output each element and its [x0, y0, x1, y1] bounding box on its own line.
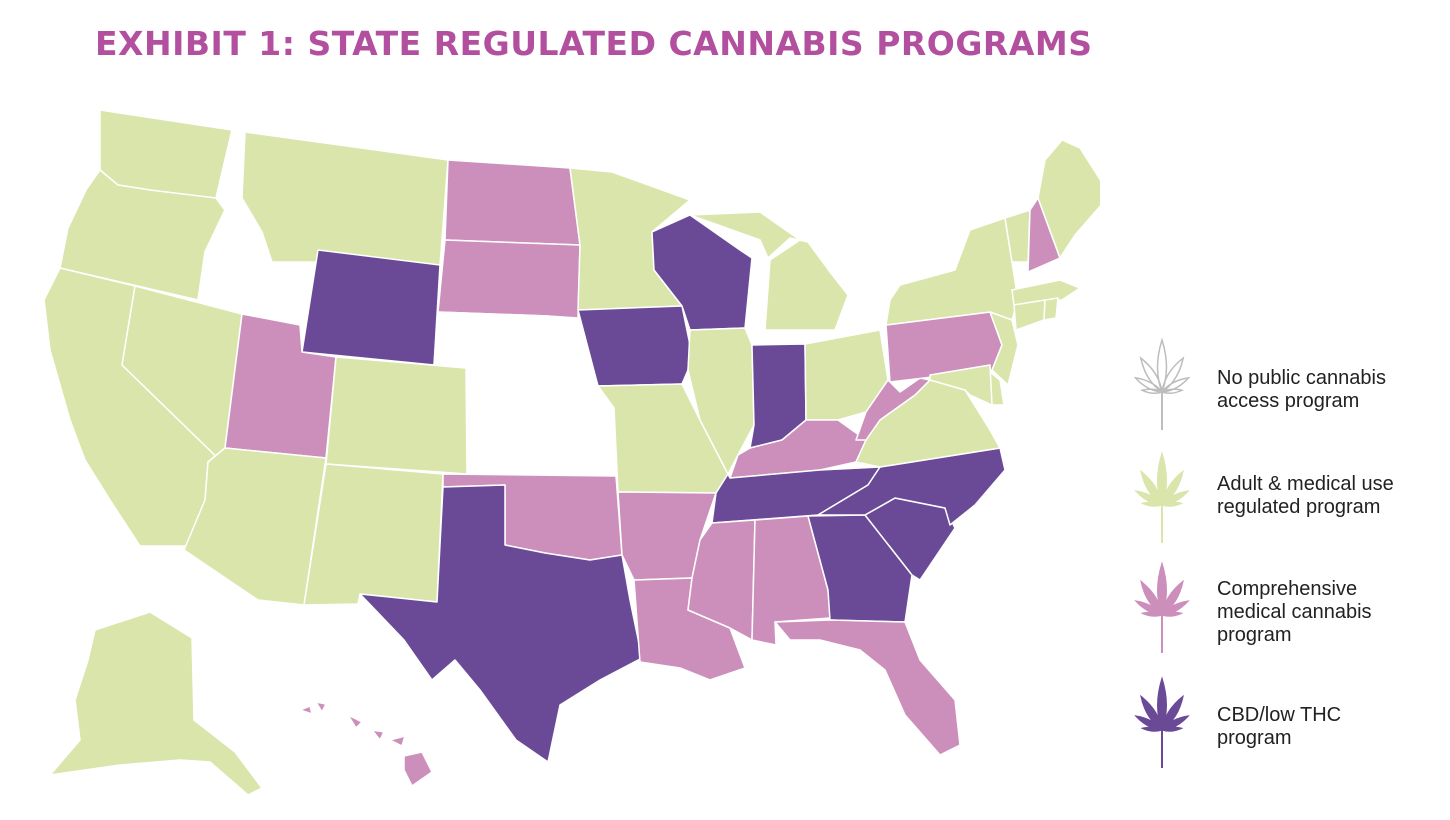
cannabis-leaf-icon [1134, 561, 1190, 653]
state-wv [855, 377, 931, 441]
state-nd [444, 159, 581, 246]
legend-label-line: program [1217, 624, 1292, 646]
state-ri [1043, 297, 1059, 321]
cannabis-leaf-icon [1134, 676, 1190, 768]
leaf-shape [1134, 561, 1190, 617]
state-wy [301, 249, 441, 366]
legend-label-line: Comprehensive [1217, 578, 1358, 600]
legend-item-cbd: CBD/low THC program [1120, 668, 1440, 768]
legend-label-line: CBD/low THC [1217, 704, 1342, 726]
state-tx [359, 484, 643, 763]
state-ia [577, 305, 691, 387]
state-mi [689, 211, 849, 331]
state-md [929, 364, 993, 406]
legend-label-none: No public cannabis access program [1217, 367, 1437, 413]
state-ct [1013, 299, 1046, 331]
state-sd [437, 239, 581, 319]
state-ny [885, 217, 1019, 326]
us-map [43, 109, 1100, 796]
state-fl [774, 619, 961, 756]
legend-label-line: program [1217, 727, 1292, 749]
cannabis-leaf-outline-icon [1133, 337, 1191, 430]
legend-label-cbd: CBD/low THC program [1217, 704, 1437, 750]
state-co [325, 356, 468, 475]
legend-item-medical: Comprehensive medical cannabis program [1120, 553, 1440, 653]
leaf-shape [1133, 337, 1191, 395]
legend-item-adult: Adult & medical use regulated program [1120, 443, 1440, 543]
state-ms [687, 519, 756, 641]
state-ak [49, 611, 263, 796]
state-nj [989, 311, 1019, 386]
state-ma [1011, 279, 1081, 306]
legend-label-line: regulated program [1217, 496, 1381, 518]
legend-item-none: No public cannabis access program [1120, 330, 1440, 430]
state-me [1037, 139, 1100, 259]
cannabis-leaf-icon [1134, 451, 1190, 543]
legend-label-line: medical cannabis [1217, 601, 1372, 623]
leaf-shape [1134, 451, 1190, 507]
legend-label-line: Adult & medical use [1217, 473, 1394, 495]
legend-label-adult: Adult & medical use regulated program [1217, 473, 1437, 519]
legend-label-medical: Comprehensive medical cannabis program [1217, 578, 1437, 647]
state-mt [241, 131, 449, 266]
page-title: EXHIBIT 1: STATE REGULATED CANNABIS PROG… [95, 24, 1093, 63]
state-ks [466, 395, 617, 477]
leaf-shape [1134, 676, 1190, 732]
state-nm [303, 463, 444, 606]
state-hi [299, 701, 433, 787]
legend-label-line: No public cannabis [1217, 367, 1386, 389]
state-az [183, 447, 327, 606]
legend-label-line: access program [1217, 390, 1360, 412]
